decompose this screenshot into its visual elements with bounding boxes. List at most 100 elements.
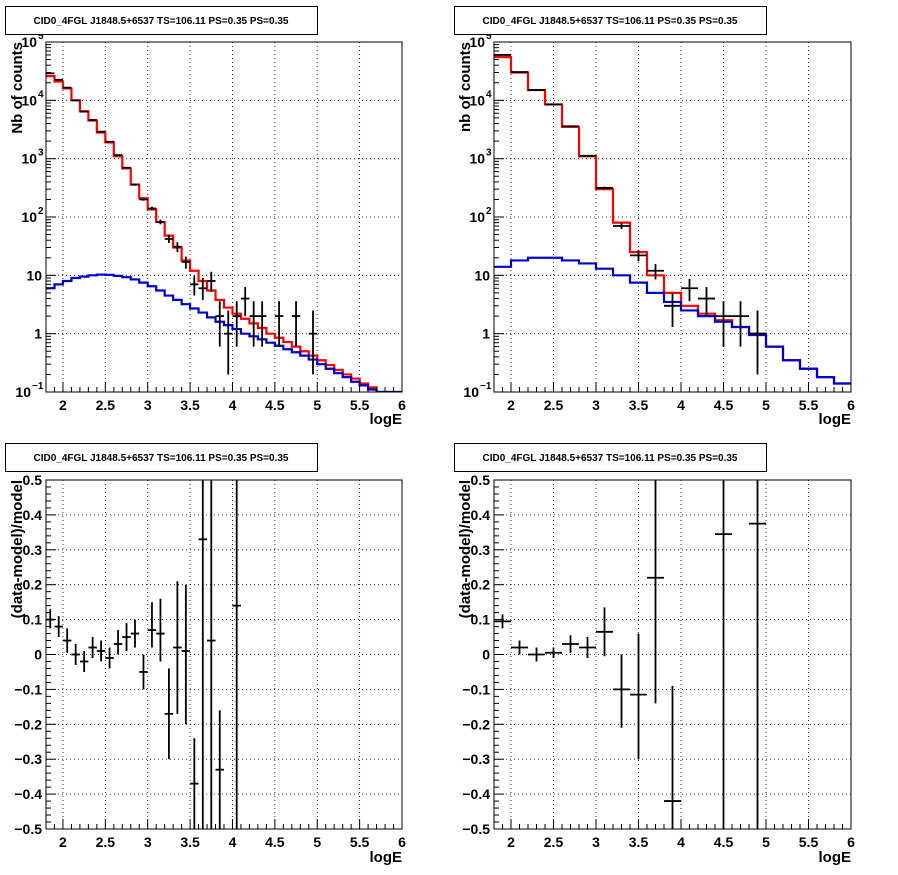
data-point	[71, 99, 80, 102]
y-axis-title: (data-model)/model	[9, 480, 26, 618]
y-tick-label: 0.2	[23, 577, 43, 593]
data-point	[122, 166, 131, 169]
y-tick-label: 1	[482, 326, 490, 342]
y-tick-label: −0.3	[462, 751, 490, 767]
y-tick-label: 0.1	[23, 612, 43, 628]
x-tick-label: 3	[592, 397, 600, 413]
svg-text:0: 0	[34, 647, 42, 663]
svg-text:−0.4: −0.4	[462, 786, 490, 802]
y-tick-label: 0	[34, 647, 42, 663]
ticks	[493, 44, 852, 393]
y-tick-label: 10 2	[21, 206, 44, 225]
y-tick-label: 10 5	[469, 31, 492, 50]
svg-text:−0.1: −0.1	[14, 681, 42, 697]
data-point	[749, 480, 766, 829]
data-point	[732, 301, 749, 347]
data-point	[698, 287, 715, 317]
svg-text:2: 2	[486, 206, 492, 217]
svg-text:−0.1: −0.1	[462, 681, 490, 697]
x-tick-label: 4	[677, 834, 685, 850]
data-point	[207, 271, 216, 292]
data-point	[664, 685, 681, 829]
y-tick-label: 10 3	[469, 148, 492, 167]
svg-text:10: 10	[21, 209, 37, 225]
svg-text:3: 3	[38, 148, 44, 159]
data-point	[647, 264, 664, 280]
data-point	[164, 235, 174, 243]
x-tick-label: 2.5	[96, 397, 116, 413]
data-point	[215, 710, 224, 829]
svg-text:4: 4	[38, 89, 44, 100]
svg-text:10: 10	[21, 34, 37, 50]
y-tick-label: 10 4	[469, 89, 492, 108]
data-point	[630, 633, 647, 760]
data-point	[113, 154, 123, 157]
data-point	[579, 637, 596, 658]
ticks	[45, 479, 403, 830]
svg-text:0.1: 0.1	[471, 612, 491, 628]
data-point	[96, 130, 106, 133]
data-points	[494, 54, 766, 375]
svg-text:−1: −1	[32, 381, 44, 392]
y-axis-title: (data-model)/model	[457, 480, 474, 618]
data-point	[46, 609, 55, 629]
data-point	[105, 647, 114, 669]
data-point	[596, 607, 613, 657]
data-point	[113, 630, 123, 655]
y-tick-label: 0.3	[471, 542, 491, 558]
data-point	[62, 86, 72, 89]
svg-text:−0.2: −0.2	[462, 716, 490, 732]
data-point	[88, 637, 97, 658]
x-tick-label: 3	[144, 834, 152, 850]
data-point	[54, 616, 63, 638]
y-tick-label: −0.2	[462, 716, 490, 732]
x-tick-label: 3.5	[629, 834, 649, 850]
plot-area	[46, 72, 402, 392]
svg-text:10: 10	[469, 34, 485, 50]
x-tick-label: 5.5	[799, 834, 819, 850]
y-tick-label: 0.5	[23, 472, 43, 488]
plot-area	[494, 480, 766, 829]
y-tick-label: 10 2	[469, 206, 492, 225]
ticks	[493, 479, 852, 830]
svg-text:2: 2	[38, 206, 44, 217]
plot-frame	[493, 41, 852, 393]
x-tick-label: 5.5	[350, 834, 370, 850]
data-point	[715, 480, 732, 829]
x-tick-label: 2	[507, 397, 515, 413]
y-tick-label: 10	[26, 267, 42, 283]
y-tick-label: 10 4	[21, 89, 44, 108]
y-axis-title: Nb of counts	[9, 42, 26, 134]
svg-text:5: 5	[38, 31, 44, 42]
x-tick-label: 5.5	[799, 397, 819, 413]
data-point	[511, 640, 528, 655]
svg-text:10: 10	[474, 267, 490, 283]
x-axis-title: logE	[819, 411, 852, 428]
data-point	[164, 668, 174, 760]
x-axis-title: logE	[370, 411, 403, 428]
y-tick-label: 10 5	[21, 31, 44, 50]
y-tick-label: −0.5	[462, 821, 490, 837]
y-tick-label: 10 −1	[463, 381, 491, 400]
x-tick-label: 2.5	[544, 834, 564, 850]
x-tick-label: 4	[229, 834, 237, 850]
data-point	[308, 310, 318, 375]
data-point	[647, 480, 664, 704]
data-point	[130, 183, 140, 186]
data-point	[562, 635, 579, 653]
y-tick-label: 10 −1	[15, 381, 43, 400]
svg-text:0: 0	[482, 647, 490, 663]
svg-text:3: 3	[486, 148, 492, 159]
svg-text:−0.5: −0.5	[14, 821, 42, 837]
svg-text:10: 10	[463, 384, 479, 400]
chart-title-box: CID0_4FGL J1848.5+6537 TS=106.11 PS=0.35…	[5, 6, 318, 35]
data-point	[630, 250, 647, 262]
x-tick-label: 6	[398, 834, 406, 850]
svg-text:10: 10	[26, 267, 42, 283]
x-tick-label: 5.5	[350, 397, 370, 413]
svg-text:5: 5	[486, 31, 492, 42]
y-tick-label: −0.1	[462, 681, 490, 697]
y-tick-label: −0.5	[14, 821, 42, 837]
series-line-1	[494, 56, 851, 385]
data-point	[596, 186, 613, 190]
